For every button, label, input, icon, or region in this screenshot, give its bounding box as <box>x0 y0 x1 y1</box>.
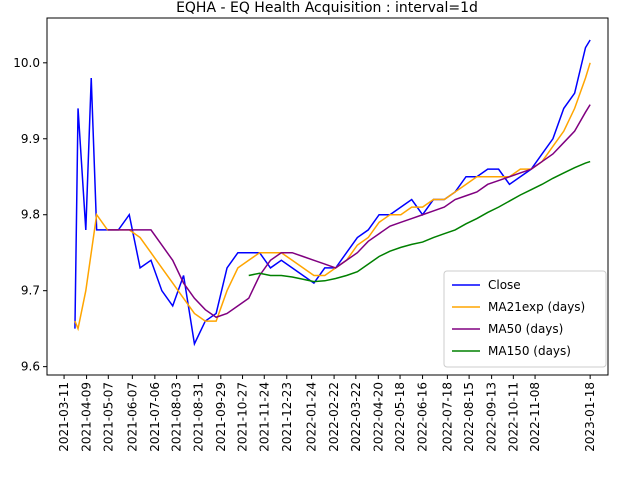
y-tick-label: 10.0 <box>13 56 40 70</box>
x-tick-label: 2021-10-27 <box>236 382 250 452</box>
x-tick-label: 2023-01-18 <box>583 382 597 452</box>
x-tick-label: 2021-07-06 <box>148 382 162 452</box>
series-line <box>74 39 591 347</box>
x-tick-label: 2021-09-29 <box>214 382 228 452</box>
x-tick-label: 2022-03-22 <box>349 382 363 452</box>
x-tick-label: 2022-01-24 <box>305 382 319 452</box>
x-tick-label: 2021-06-07 <box>125 382 139 452</box>
y-tick-label: 9.8 <box>21 208 40 222</box>
x-tick-label: 2022-08-15 <box>462 382 476 452</box>
x-tick-label: 2022-07-18 <box>440 382 454 452</box>
x-tick-label: 2022-05-18 <box>393 382 407 452</box>
x-tick-label: 2022-10-11 <box>506 382 520 452</box>
x-tick-label: 2021-03-11 <box>57 382 71 452</box>
series-line <box>248 160 591 283</box>
x-tick-label: 2021-08-03 <box>170 382 184 452</box>
chart-title: EQHA - EQ Health Acquisition : interval=… <box>176 0 478 16</box>
x-tick-label: 2022-11-08 <box>528 382 542 452</box>
x-tick-label: 2021-04-09 <box>80 382 94 452</box>
legend-label: MA150 (days) <box>488 344 571 358</box>
x-tick-label: 2021-11-24 <box>257 382 271 452</box>
x-tick-label: 2022-09-13 <box>485 382 499 452</box>
x-tick-label: 2021-05-07 <box>101 382 115 452</box>
legend-label: MA21exp (days) <box>488 300 585 314</box>
x-tick-label: 2022-06-16 <box>416 382 430 452</box>
x-tick-label: 2021-08-31 <box>191 382 205 452</box>
x-tick-label: 2022-02-22 <box>327 382 341 452</box>
series-line <box>74 62 591 332</box>
y-tick-label: 9.9 <box>21 132 40 146</box>
x-tick-label: 2021-12-23 <box>280 382 294 452</box>
legend-label: MA50 (days) <box>488 322 563 336</box>
legend: Close MA21exp (days) MA50 (days) MA150 (day… <box>443 270 607 368</box>
legend-label: Close <box>488 278 521 292</box>
y-tick-label: 9.7 <box>21 284 40 298</box>
series-line <box>107 104 591 319</box>
x-tick-label: 2022-04-20 <box>371 382 385 452</box>
y-tick-label: 9.6 <box>21 360 40 374</box>
plot-frame <box>46 17 609 376</box>
legend-box <box>443 270 607 368</box>
